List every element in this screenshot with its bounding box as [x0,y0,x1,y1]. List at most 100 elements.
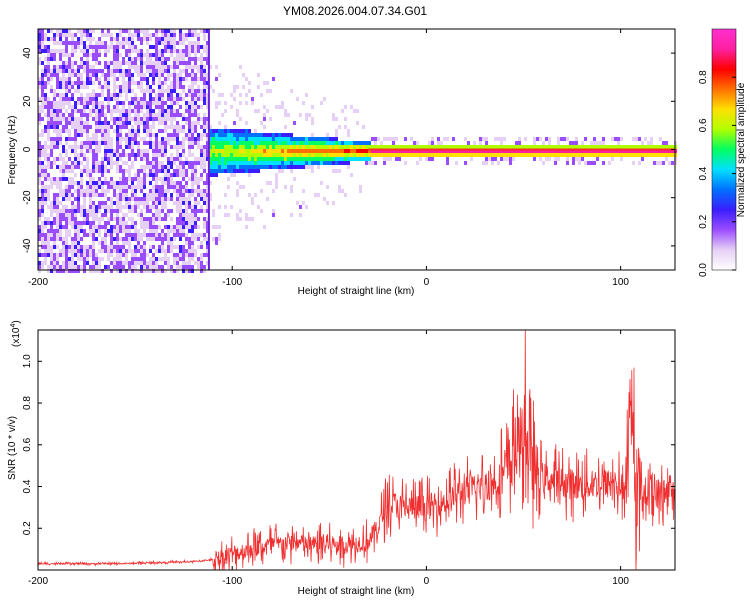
heatmap-cell [155,173,158,177]
heatmap-cell [560,149,563,153]
heatmap-cell [665,157,668,161]
heatmap-cell [236,109,239,113]
heatmap-cell [293,121,296,125]
heatmap-cell [158,49,161,53]
heatmap-cell [659,161,662,165]
heatmap-cell [62,69,65,73]
heatmap-cell [269,181,272,185]
heatmap-cell [341,189,344,193]
heatmap-cell [200,233,203,237]
heatmap-cell [227,185,230,189]
heatmap-cell [149,85,152,89]
heatmap-cell [116,197,119,201]
heatmap-cell [221,113,224,117]
heatmap-cell [203,77,206,81]
heatmap-cell [62,145,65,149]
heatmap-cell [38,121,41,125]
heatmap-cell [50,149,53,153]
heatmap-cell [380,145,383,149]
heatmap-cell [287,113,290,117]
heatmap-cell [239,153,242,157]
heatmap-cell [119,45,122,49]
heatmap-cell [50,181,53,185]
heatmap-cell [56,133,59,137]
heatmap-cell [140,225,143,229]
heatmap-cell [287,137,290,141]
heatmap-cell [164,181,167,185]
heatmap-cell [128,209,131,213]
heatmap-cell [182,245,185,249]
heatmap-cell [89,265,92,269]
heatmap-cell [305,153,308,157]
heatmap-cell [128,225,131,229]
heatmap-cell [203,121,206,125]
heatmap-cell [71,193,74,197]
colorbar-tick-label: 0.8 [698,70,709,84]
heatmap-cell [236,141,239,145]
heatmap-cell [617,153,620,157]
heatmap-cell [137,245,140,249]
heatmap-cell [197,201,200,205]
heatmap-cell [248,169,251,173]
heatmap-cell [191,41,194,45]
heatmap-cell [224,161,227,165]
heatmap-cell [128,69,131,73]
heatmap-cell [215,145,218,149]
heatmap-cell [128,137,131,141]
heatmap-cell [305,157,308,161]
heatmap-cell [518,141,521,145]
heatmap-cell [137,249,140,253]
heatmap-cell [122,193,125,197]
heatmap-cell [119,133,122,137]
heatmap-cell [71,65,74,69]
heatmap-cell [92,165,95,169]
heatmap-cell [56,85,59,89]
heatmap-cell [275,157,278,161]
heatmap-cell [335,141,338,145]
heatmap-cell [356,121,359,125]
heatmap-cell [65,129,68,133]
heatmap-cell [158,37,161,41]
heatmap-cell [110,269,113,273]
heatmap-cell [68,217,71,221]
heatmap-cell [251,133,254,137]
heatmap-cell [167,181,170,185]
heatmap-cell [161,121,164,125]
heatmap-cell [143,101,146,105]
heatmap-cell [71,209,74,213]
heatmap-cell [68,113,71,117]
heatmap-cell [422,145,425,149]
heatmap-cell [41,193,44,197]
heatmap-cell [107,197,110,201]
heatmap-cell [182,169,185,173]
heatmap-cell [563,153,566,157]
heatmap-cell [98,269,101,273]
heatmap-cell [152,125,155,129]
heatmap-cell [110,45,113,49]
heatmap-cell [179,165,182,169]
heatmap-cell [86,61,89,65]
heatmap-cell [506,157,509,161]
heatmap-cell [281,145,284,149]
heatmap-cell [161,161,164,165]
heatmap-cell [584,149,587,153]
heatmap-cell [158,101,161,105]
heatmap-cell [125,53,128,57]
heatmap-cell [368,153,371,157]
heatmap-cell [44,105,47,109]
heatmap-cell [254,165,257,169]
heatmap-cell [182,261,185,265]
heatmap-cell [332,157,335,161]
heatmap-cell [284,165,287,169]
heatmap-cell [176,153,179,157]
heatmap-cell [296,145,299,149]
heatmap-cell [98,161,101,165]
heatmap-cell [131,253,134,257]
heatmap-cell [587,149,590,153]
heatmap-cell [158,177,161,181]
heatmap-cell [65,221,68,225]
heatmap-cell [482,137,485,141]
heatmap-cell [239,161,242,165]
heatmap-cell [53,97,56,101]
